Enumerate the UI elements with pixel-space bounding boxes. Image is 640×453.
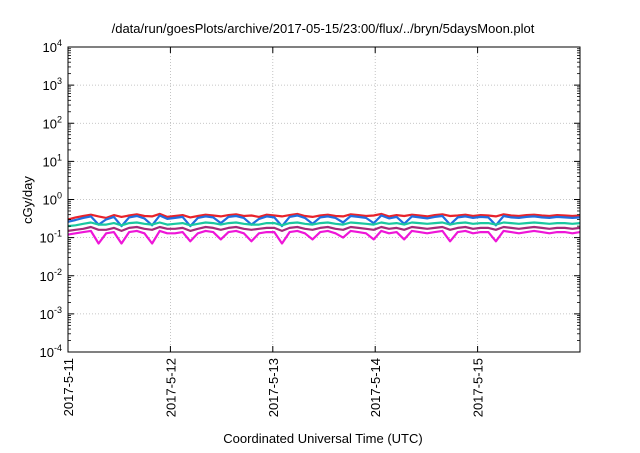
x-axis: 2017-5-11 2017-5-12 2017-5-13 2017-5-14 2017… xyxy=(61,47,486,417)
series-line xyxy=(67,212,581,221)
y-tick-label: 10-1 xyxy=(40,229,62,246)
y-axis-label: cGy/day xyxy=(20,176,35,224)
series-line xyxy=(67,225,581,232)
series-line xyxy=(67,221,581,228)
y-tick-label: 10-3 xyxy=(40,305,62,322)
y-tick-label: 10-2 xyxy=(40,267,62,284)
y-tick-label: 10-4 xyxy=(40,343,62,360)
y-tick-label: 100 xyxy=(43,191,62,208)
series-line xyxy=(67,229,581,245)
y-axis: 10-4 10-3 10-2 10-1 100 101 102 103 104 xyxy=(40,38,580,360)
y-tick-label: 103 xyxy=(43,76,62,93)
x-tick-label: 2017-5-11 xyxy=(61,358,76,416)
plot-series xyxy=(67,212,581,245)
grid xyxy=(68,47,580,352)
x-axis-label: Coordinated Universal Time (UTC) xyxy=(223,431,422,446)
y-tick-label: 102 xyxy=(43,114,62,131)
y-tick-label: 104 xyxy=(43,38,62,55)
x-tick-label: 2017-5-14 xyxy=(368,358,383,417)
x-tick-label: 2017-5-13 xyxy=(266,358,281,417)
y-tick-label: 101 xyxy=(43,152,62,169)
chart-title: /data/run/goesPlots/archive/2017-05-15/2… xyxy=(112,21,535,36)
x-tick-label: 2017-5-15 xyxy=(471,358,486,417)
x-tick-label: 2017-5-12 xyxy=(163,358,178,417)
